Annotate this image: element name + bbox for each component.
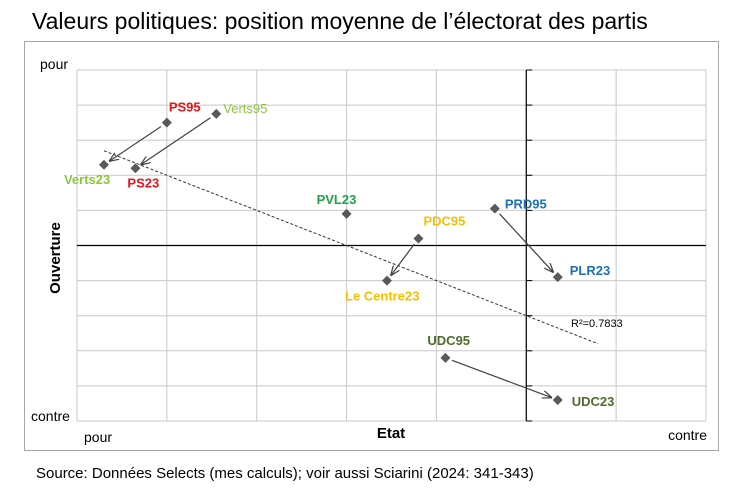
arrow-PS95-to-Verts23: [110, 126, 162, 161]
trendline: [103, 150, 599, 345]
arrow-PDC95-to-Le Centre23: [391, 243, 415, 275]
point-label-UDC23: UDC23: [572, 394, 615, 409]
y-axis-min-label: contre: [31, 408, 70, 424]
point-PS23: [130, 163, 141, 174]
x-axis-min-label: pour: [84, 429, 112, 445]
arrow-UDC95-to-UDC23: [451, 359, 551, 397]
points-group: [98, 108, 563, 405]
trendline-group: [103, 150, 599, 345]
point-PRD95: [489, 203, 500, 214]
arrow-Verts95-to-PS23: [141, 117, 211, 165]
point-label-PRD95: PRD95: [505, 197, 547, 212]
point-labels-group: PS95 PS23 Verts95 Verts23 PVL23 PDC95 Le Centr…: [64, 100, 614, 409]
point-Le Centre23: [382, 275, 393, 286]
point-PLR23: [552, 272, 563, 283]
point-PS95: [161, 117, 172, 128]
x-axis-label: Etat: [377, 425, 405, 442]
point-label-UDC95: UDC95: [427, 333, 470, 348]
x-axis-max-label: contre: [668, 427, 707, 443]
point-label-PS95: PS95: [169, 100, 201, 115]
arrows-group: [110, 117, 553, 398]
arrow-PRD95-to-PLR23: [499, 213, 553, 272]
point-UDC95: [440, 352, 451, 363]
chart-frame: [24, 41, 719, 451]
point-Verts23: [98, 159, 109, 170]
source-note: Source: Données Selects (mes calculs); v…: [36, 465, 534, 482]
point-label-PS23: PS23: [127, 175, 159, 190]
point-label-PVL23: PVL23: [317, 192, 357, 207]
r-squared-label: R²=0.7833: [571, 318, 623, 330]
point-label-PLR23: PLR23: [570, 263, 610, 278]
point-label-Verts95: Verts95: [223, 101, 267, 116]
y-axis-label: Ouverture: [47, 222, 64, 294]
point-PVL23: [341, 208, 352, 219]
axes: [77, 69, 706, 422]
point-label-PDC95: PDC95: [423, 213, 465, 228]
point-PDC95: [413, 233, 424, 244]
point-label-Le Centre23: Le Centre23: [345, 289, 419, 304]
chart-title: Valeurs politiques: position moyenne de …: [32, 8, 648, 34]
point-Verts95: [211, 108, 222, 119]
y-axis-max-label: pour: [40, 56, 68, 72]
point-label-Verts23: Verts23: [64, 172, 110, 187]
point-UDC23: [552, 394, 563, 405]
